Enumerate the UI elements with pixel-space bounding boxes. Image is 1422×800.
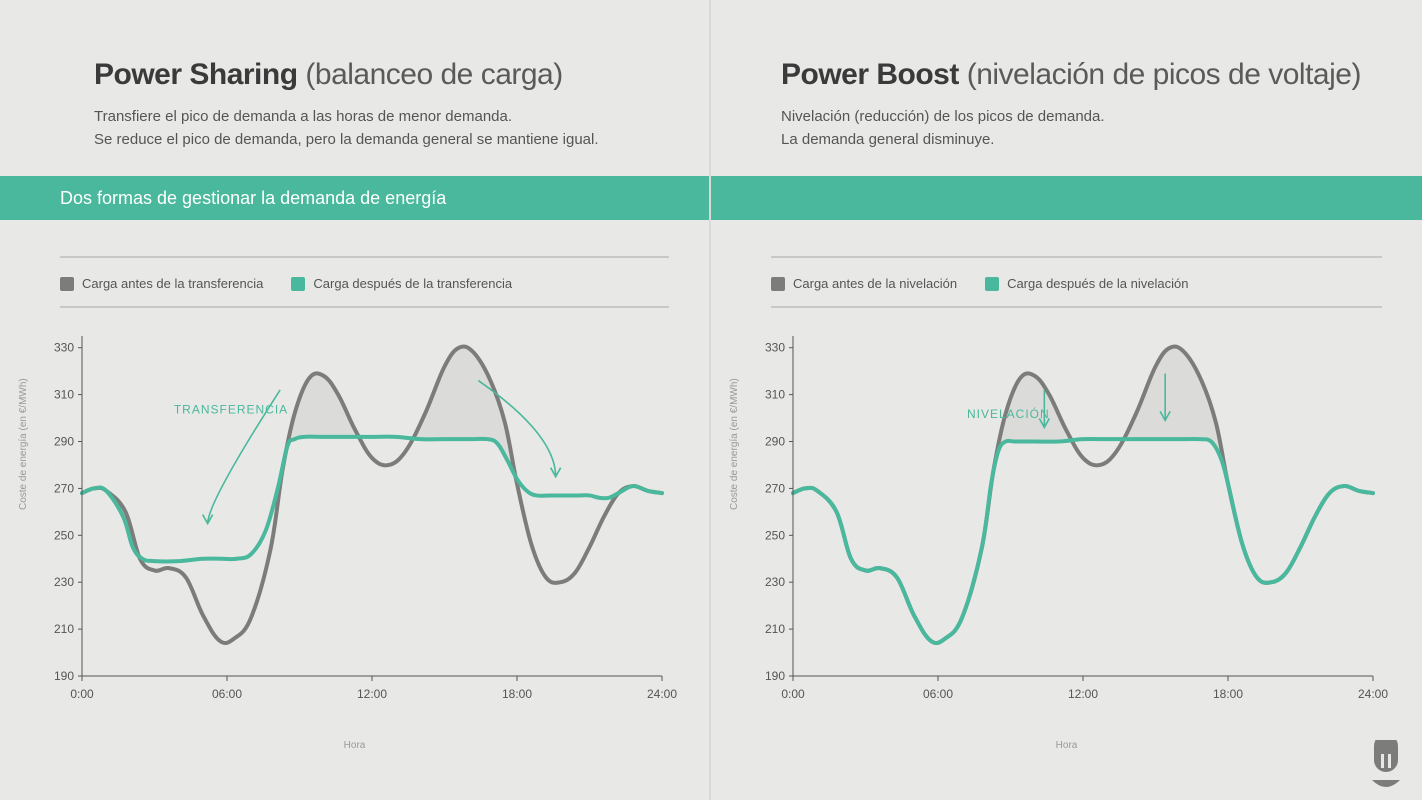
svg-text:210: 210 bbox=[765, 622, 785, 636]
svg-text:0:00: 0:00 bbox=[70, 687, 94, 701]
banner-right-continuation bbox=[711, 176, 1422, 220]
svg-text:310: 310 bbox=[765, 388, 785, 402]
svg-text:290: 290 bbox=[54, 435, 74, 449]
legend-right: Carga antes de la nivelación Carga despu… bbox=[771, 276, 1188, 291]
legend-after-right: Carga después de la nivelación bbox=[1007, 276, 1188, 291]
svg-text:270: 270 bbox=[765, 481, 785, 495]
legend-before-left: Carga antes de la transferencia bbox=[82, 276, 263, 291]
svg-text:18:00: 18:00 bbox=[1213, 687, 1243, 701]
subtitle-right: Nivelación (reducción) de los picos de d… bbox=[781, 106, 1422, 151]
title-right: Power Boost (nivelación de picos de volt… bbox=[781, 58, 1422, 92]
panel-power-boost: Power Boost (nivelación de picos de volt… bbox=[711, 0, 1422, 800]
brand-logo-icon bbox=[1364, 740, 1408, 790]
header-right: Power Boost (nivelación de picos de volt… bbox=[711, 0, 1422, 151]
svg-text:250: 250 bbox=[765, 528, 785, 542]
svg-text:230: 230 bbox=[54, 575, 74, 589]
svg-text:230: 230 bbox=[765, 575, 785, 589]
legend-item-after-right: Carga después de la nivelación bbox=[985, 276, 1188, 291]
legend-item-after-left: Carga después de la transferencia bbox=[291, 276, 512, 291]
subtitle-right-l2: La demanda general disminuye. bbox=[781, 129, 1422, 152]
swatch-before-icon bbox=[771, 277, 785, 291]
x-axis-label-left: Hora bbox=[0, 740, 709, 751]
legend-item-before-left: Carga antes de la transferencia bbox=[60, 276, 263, 291]
svg-text:250: 250 bbox=[54, 528, 74, 542]
svg-text:24:00: 24:00 bbox=[1358, 687, 1388, 701]
legend-item-before-right: Carga antes de la nivelación bbox=[771, 276, 957, 291]
title-light-right: (nivelación de picos de voltaje) bbox=[967, 58, 1361, 91]
svg-text:210: 210 bbox=[54, 622, 74, 636]
divider-top-right bbox=[771, 256, 1382, 258]
title-light-left: (balanceo de carga) bbox=[305, 58, 562, 91]
divider-mid-right bbox=[771, 306, 1382, 308]
svg-text:190: 190 bbox=[54, 669, 74, 683]
legend-left: Carga antes de la transferencia Carga de… bbox=[60, 276, 512, 291]
y-axis-label-right: Coste de energía (en €/MWh) bbox=[729, 378, 740, 510]
svg-text:330: 330 bbox=[54, 341, 74, 355]
legend-after-left: Carga después de la transferencia bbox=[313, 276, 512, 291]
legend-before-right: Carga antes de la nivelación bbox=[793, 276, 957, 291]
swatch-after-icon bbox=[985, 277, 999, 291]
swatch-before-icon bbox=[60, 277, 74, 291]
subtitle-right-l1: Nivelación (reducción) de los picos de d… bbox=[781, 106, 1422, 129]
chart-right: 190 210 230 250 270 290 310 330 0:00 06:00 12:00 18… bbox=[745, 336, 1395, 741]
y-axis-label-left: Coste de energía (en €/MWh) bbox=[18, 378, 29, 510]
banner: Dos formas de gestionar la demanda de en… bbox=[0, 176, 709, 220]
title-strong-right: Power Boost bbox=[781, 58, 959, 91]
svg-text:190: 190 bbox=[765, 669, 785, 683]
divider-mid-left bbox=[60, 306, 669, 308]
banner-text: Dos formas de gestionar la demanda de en… bbox=[60, 188, 446, 209]
panel-power-sharing: Power Sharing (balanceo de carga) Transf… bbox=[0, 0, 711, 800]
subtitle-left-l1: Transfiere el pico de demanda a las hora… bbox=[94, 106, 709, 129]
svg-text:12:00: 12:00 bbox=[357, 687, 387, 701]
svg-text:18:00: 18:00 bbox=[502, 687, 532, 701]
subtitle-left-l2: Se reduce el pico de demanda, pero la de… bbox=[94, 129, 709, 152]
svg-text:06:00: 06:00 bbox=[923, 687, 953, 701]
svg-text:330: 330 bbox=[765, 341, 785, 355]
svg-text:270: 270 bbox=[54, 481, 74, 495]
subtitle-left: Transfiere el pico de demanda a las hora… bbox=[94, 106, 709, 151]
title-strong-left: Power Sharing bbox=[94, 58, 298, 91]
swatch-after-icon bbox=[291, 277, 305, 291]
svg-text:NIVELACIÓN: NIVELACIÓN bbox=[967, 406, 1050, 421]
divider-top-left bbox=[60, 256, 669, 258]
chart-left: 190 210 230 250 270 290 310 330 0:00 06:00 12:00 18… bbox=[34, 336, 684, 741]
title-left: Power Sharing (balanceo de carga) bbox=[94, 58, 709, 92]
svg-text:290: 290 bbox=[765, 435, 785, 449]
svg-text:24:00: 24:00 bbox=[647, 687, 677, 701]
header-left: Power Sharing (balanceo de carga) Transf… bbox=[0, 0, 709, 151]
svg-text:0:00: 0:00 bbox=[781, 687, 805, 701]
svg-text:310: 310 bbox=[54, 388, 74, 402]
svg-text:06:00: 06:00 bbox=[212, 687, 242, 701]
x-axis-label-right: Hora bbox=[711, 740, 1422, 751]
svg-text:12:00: 12:00 bbox=[1068, 687, 1098, 701]
